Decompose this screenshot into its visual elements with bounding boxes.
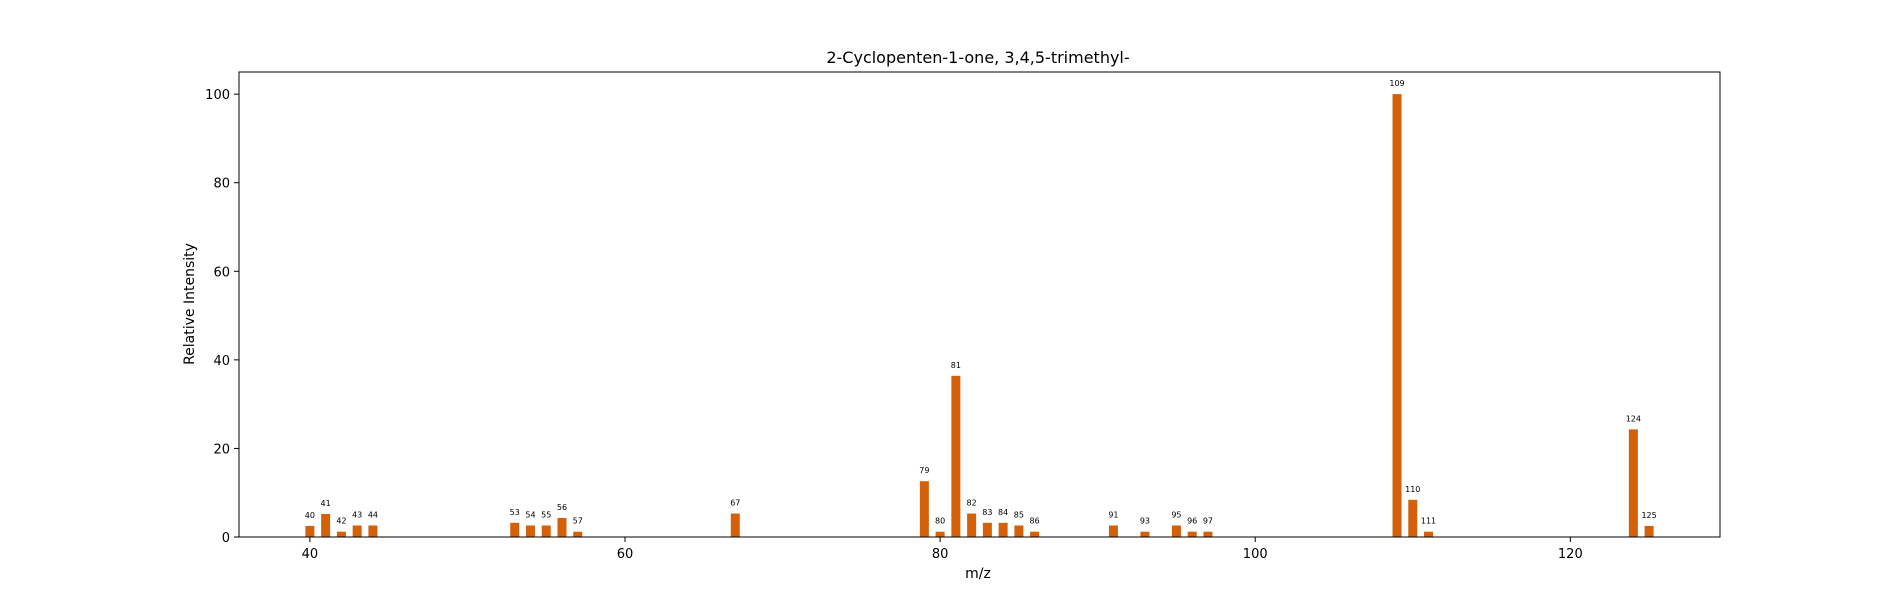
bar-mz-81 — [951, 375, 961, 537]
bar-label-mz-56: 56 — [557, 503, 567, 512]
bar-mz-53 — [510, 522, 520, 537]
x-tick-label: 60 — [617, 547, 634, 562]
bar-label-mz-111: 111 — [1421, 517, 1436, 526]
bar-label-mz-42: 42 — [336, 517, 346, 526]
bar-label-mz-86: 86 — [1030, 517, 1040, 526]
bar-label-mz-97: 97 — [1203, 517, 1213, 526]
bar-mz-83 — [982, 522, 992, 537]
bar-mz-110 — [1408, 499, 1418, 537]
bar-mz-82 — [967, 513, 977, 537]
bar-mz-44 — [368, 525, 378, 537]
y-tick-label: 0 — [222, 531, 230, 546]
y-tick-label: 20 — [213, 442, 230, 457]
bar-mz-80 — [935, 531, 945, 537]
x-tick-label: 80 — [932, 547, 949, 562]
bar-label-mz-81: 81 — [951, 361, 961, 370]
y-tick-label: 60 — [213, 265, 230, 280]
bar-mz-96 — [1187, 531, 1197, 537]
bar-mz-111 — [1424, 531, 1434, 537]
bar-mz-84 — [998, 522, 1008, 537]
bar-label-mz-54: 54 — [525, 510, 535, 519]
bar-mz-97 — [1203, 531, 1213, 537]
bar-mz-85 — [1014, 525, 1024, 537]
plot-frame — [238, 71, 1721, 538]
bar-mz-79 — [919, 481, 929, 537]
bar-mz-91 — [1108, 525, 1118, 537]
bar-label-mz-43: 43 — [352, 510, 362, 519]
bar-mz-125 — [1644, 525, 1654, 537]
bar-label-mz-41: 41 — [321, 499, 331, 508]
bar-label-mz-57: 57 — [573, 517, 583, 526]
bar-label-mz-95: 95 — [1171, 510, 1181, 519]
bar-label-mz-79: 79 — [919, 466, 929, 475]
bar-label-mz-93: 93 — [1140, 517, 1150, 526]
bar-mz-41 — [321, 513, 331, 537]
bar-mz-124 — [1628, 429, 1638, 537]
bar-label-mz-67: 67 — [730, 499, 740, 508]
bar-label-mz-53: 53 — [510, 508, 520, 517]
y-tick-label: 40 — [213, 354, 230, 369]
bar-label-mz-83: 83 — [982, 508, 992, 517]
bar-mz-57 — [573, 531, 583, 537]
y-axis: 0 20 40 60 80 100 — [205, 88, 239, 546]
bar-mz-55 — [541, 525, 551, 537]
x-axis-label: m/z — [965, 566, 991, 582]
bar-mz-56 — [557, 517, 567, 537]
bar-label-mz-55: 55 — [541, 510, 551, 519]
chart-title: 2-Cyclopenten-1-one, 3,4,5-trimethyl- — [826, 48, 1129, 67]
y-tick-label: 100 — [205, 88, 230, 103]
bar-label-mz-40: 40 — [305, 511, 315, 520]
bar-mz-43 — [352, 525, 362, 537]
bar-label-mz-125: 125 — [1641, 511, 1656, 520]
x-tick-label: 40 — [302, 547, 319, 562]
bar-mz-93 — [1140, 531, 1150, 537]
bar-label-mz-44: 44 — [368, 510, 378, 519]
bar-label-mz-96: 96 — [1187, 517, 1197, 526]
x-tick-label: 120 — [1558, 547, 1583, 562]
bar-mz-67 — [730, 513, 740, 537]
y-axis-label: Relative Intensity — [182, 243, 198, 365]
bar-mz-95 — [1171, 525, 1181, 537]
bar-label-mz-91: 91 — [1108, 510, 1118, 519]
bar-mz-42 — [336, 531, 346, 537]
bar-label-mz-84: 84 — [998, 508, 1008, 517]
x-axis: 40 60 80 100 120 — [302, 537, 1583, 562]
bar-mz-109 — [1392, 94, 1402, 537]
bar-label-mz-82: 82 — [967, 499, 977, 508]
x-tick-label: 100 — [1243, 547, 1268, 562]
bar-mz-40 — [305, 525, 315, 537]
bar-labels-layer: 40 41 42 43 44 53 54 55 56 57 67 79 80 81 82 83 84 85 86 91… — [305, 79, 1657, 526]
bar-label-mz-124: 124 — [1626, 414, 1641, 423]
y-tick-label: 80 — [213, 177, 230, 192]
bar-label-mz-109: 109 — [1389, 79, 1404, 88]
bar-label-mz-80: 80 — [935, 517, 945, 526]
bar-mz-54 — [525, 525, 535, 537]
bar-label-mz-85: 85 — [1014, 510, 1024, 519]
bars-layer — [305, 94, 1654, 537]
bar-label-mz-110: 110 — [1405, 485, 1420, 494]
bar-mz-86 — [1030, 531, 1040, 537]
